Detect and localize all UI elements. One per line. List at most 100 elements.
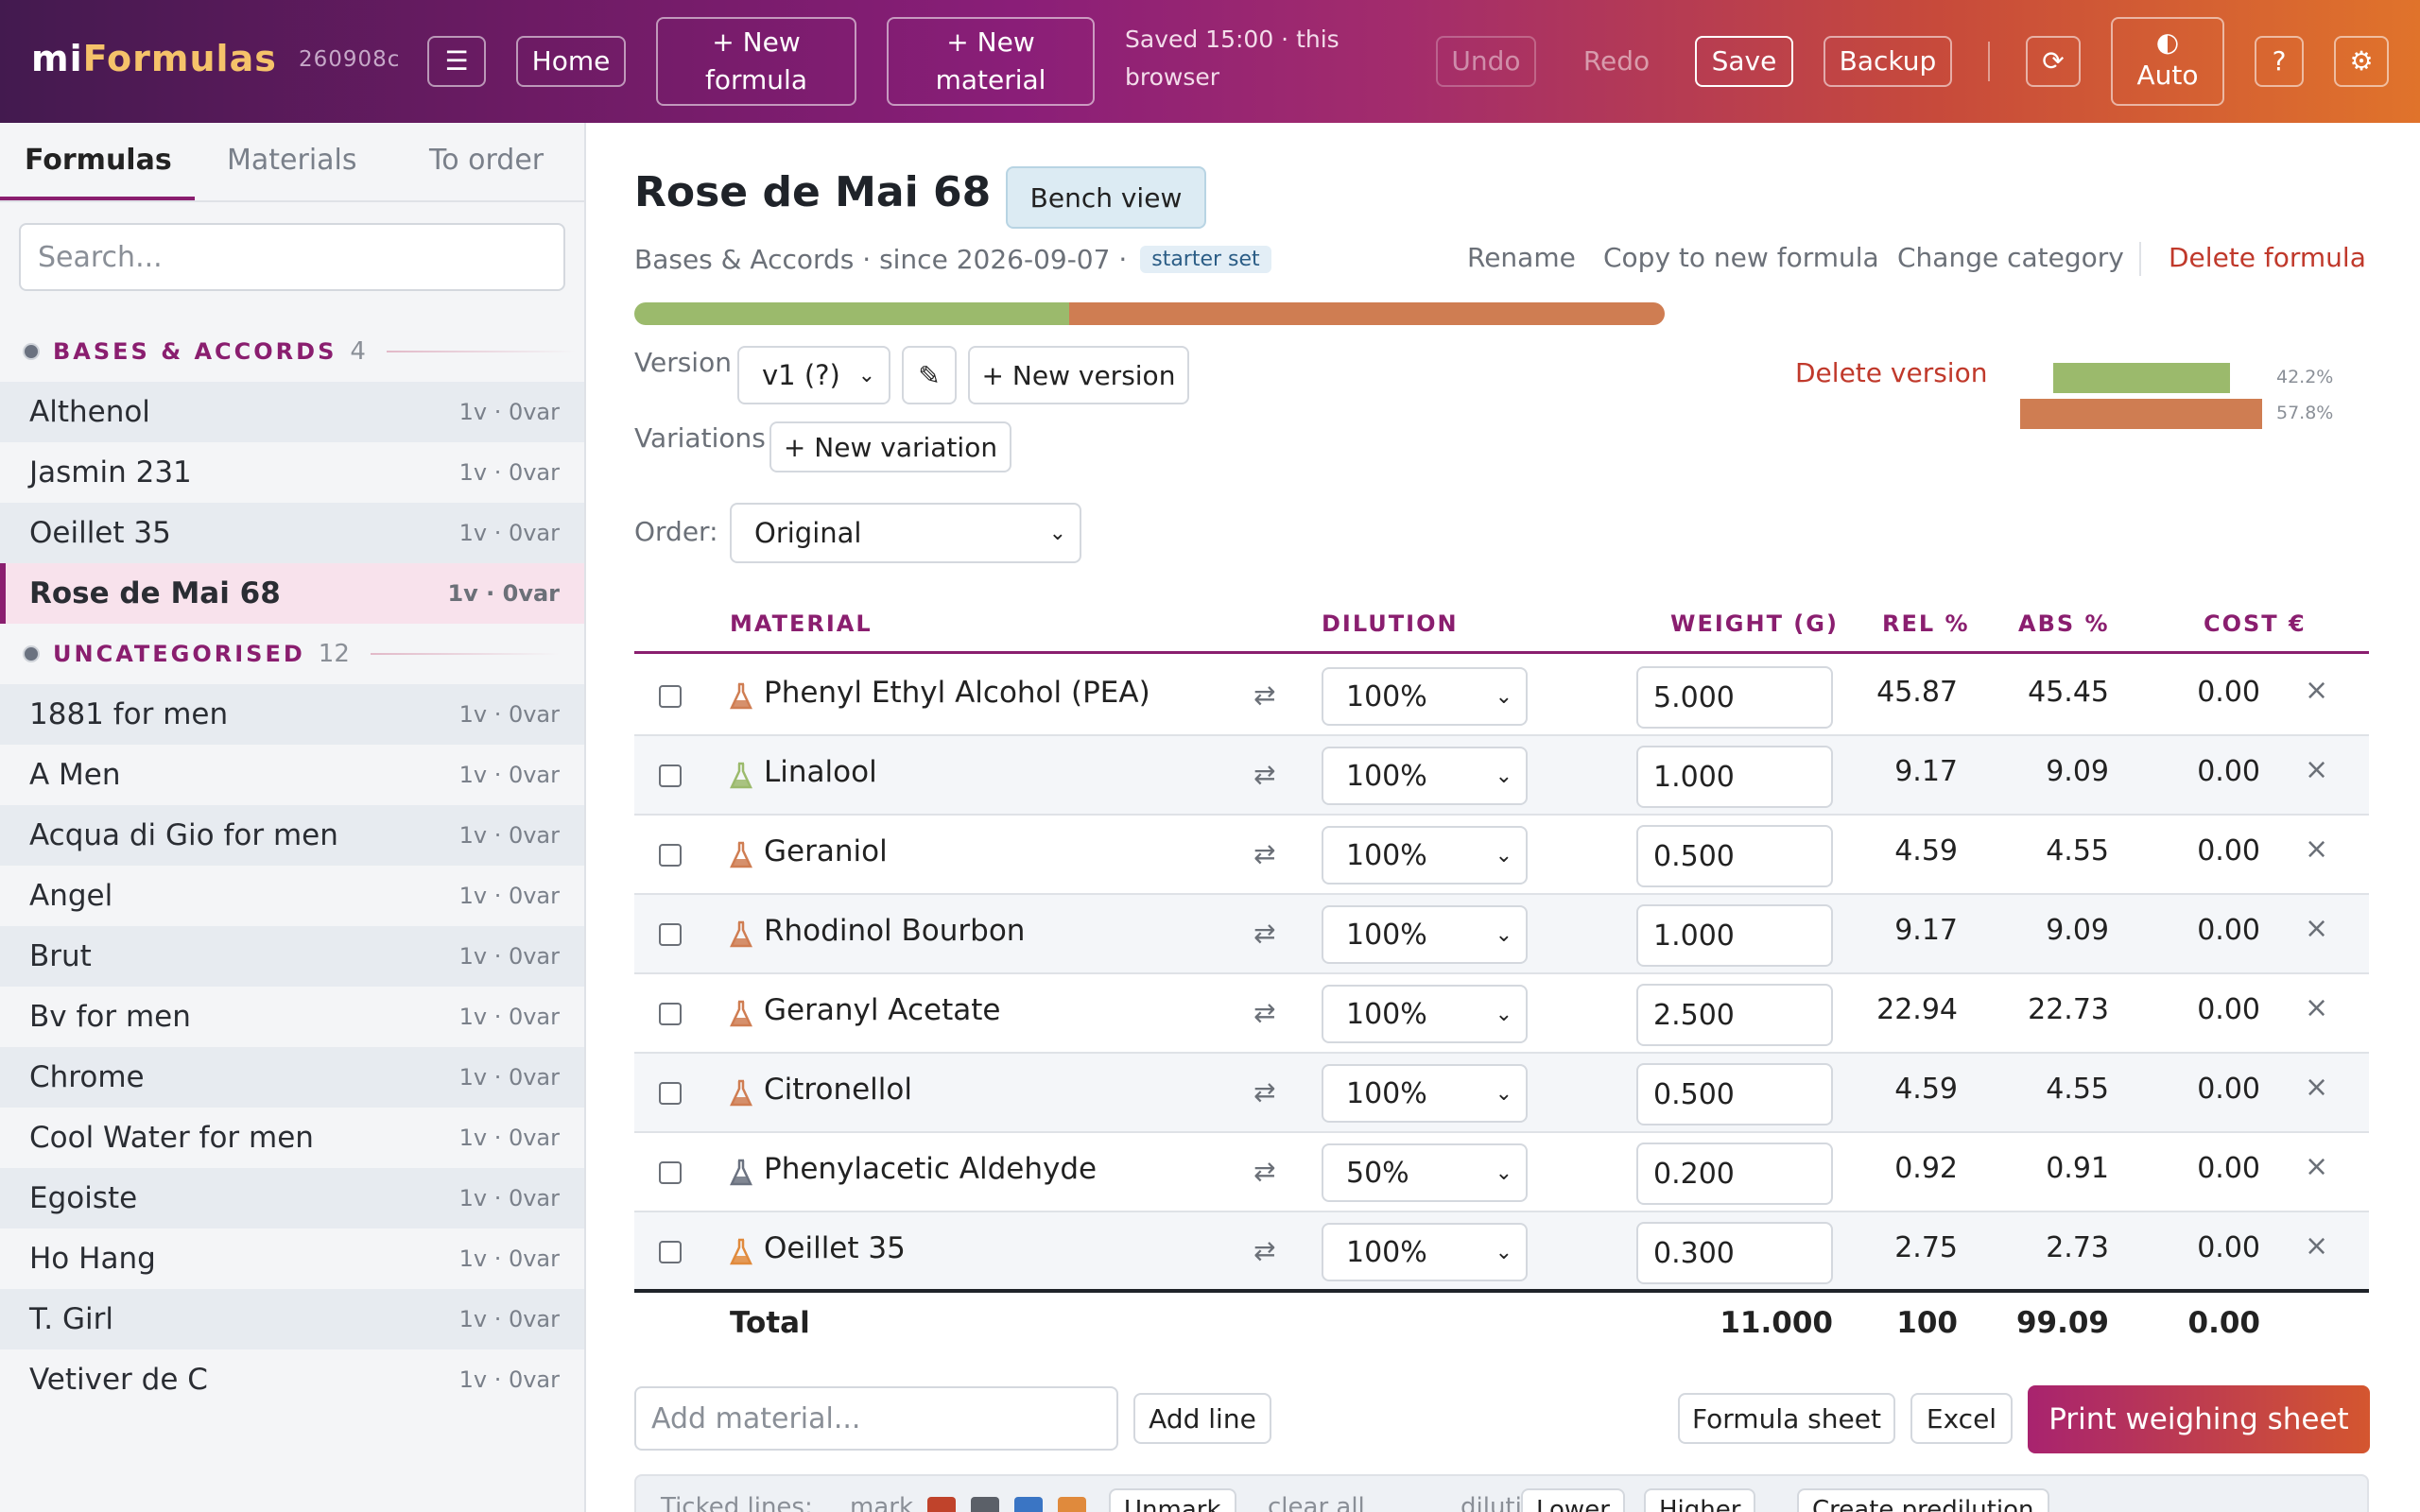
swap-icon[interactable]: ⇄ bbox=[1253, 679, 1276, 711]
sidebar-formula-item[interactable]: A Men 1v · 0var bbox=[0, 745, 584, 805]
material-name[interactable]: Linalool bbox=[764, 755, 877, 789]
row-checkbox[interactable] bbox=[659, 1161, 682, 1184]
sidebar-formula-item[interactable]: Chrome 1v · 0var bbox=[0, 1047, 584, 1108]
refresh-icon[interactable]: ⟳ bbox=[2026, 36, 2081, 87]
redo-button[interactable]: Redo bbox=[1582, 45, 1651, 77]
col-material[interactable]: MATERIAL bbox=[730, 610, 873, 637]
bench-view-button[interactable]: Bench view bbox=[1006, 166, 1206, 229]
swap-icon[interactable]: ⇄ bbox=[1253, 759, 1276, 790]
create-predilution-button[interactable]: Create predilution bbox=[1797, 1488, 2049, 1512]
tab-formulas[interactable]: Formulas bbox=[25, 144, 172, 177]
sidebar-formula-item[interactable]: 1881 for men 1v · 0var bbox=[0, 684, 584, 745]
delete-version-link[interactable]: Delete version bbox=[1795, 357, 1988, 388]
weight-input[interactable]: 1.000 bbox=[1636, 746, 1833, 808]
row-checkbox[interactable] bbox=[659, 1003, 682, 1025]
version-select[interactable]: v1 (?) ⌄ bbox=[737, 346, 890, 404]
col-weight[interactable]: WEIGHT (G) bbox=[1670, 610, 1839, 637]
sidebar-formula-item[interactable]: Rose de Mai 68 1v · 0var bbox=[0, 563, 584, 624]
row-checkbox[interactable] bbox=[659, 844, 682, 867]
col-cost[interactable]: COST € bbox=[2204, 610, 2307, 637]
remove-row-icon[interactable]: × bbox=[2305, 1071, 2329, 1104]
material-name[interactable]: Oeillet 35 bbox=[764, 1231, 906, 1265]
material-name[interactable]: Phenyl Ethyl Alcohol (PEA) bbox=[764, 676, 1150, 710]
app-logo[interactable]: miFormulas bbox=[31, 38, 277, 79]
excel-button[interactable]: Excel bbox=[1910, 1393, 2013, 1444]
material-name[interactable]: Phenylacetic Aldehyde bbox=[764, 1152, 1098, 1186]
tab-to-order[interactable]: To order bbox=[429, 144, 544, 177]
col-rel[interactable]: REL % bbox=[1882, 610, 1970, 637]
mark-blue-swatch[interactable] bbox=[1014, 1497, 1043, 1512]
row-checkbox[interactable] bbox=[659, 765, 682, 787]
swap-icon[interactable]: ⇄ bbox=[1253, 1156, 1276, 1187]
sidebar-formula-item[interactable]: Oeillet 35 1v · 0var bbox=[0, 503, 584, 563]
weight-input[interactable]: 0.500 bbox=[1636, 825, 1833, 887]
mark-orange-swatch[interactable] bbox=[1058, 1497, 1086, 1512]
unmark-button[interactable]: Unmark bbox=[1109, 1488, 1236, 1512]
save-button[interactable]: Save bbox=[1695, 36, 1793, 87]
sidebar-formula-item[interactable]: Vetiver de C 1v · 0var bbox=[0, 1349, 584, 1410]
col-abs[interactable]: ABS % bbox=[2018, 610, 2110, 637]
remove-row-icon[interactable]: × bbox=[2305, 991, 2329, 1024]
undo-button[interactable]: Undo bbox=[1436, 36, 1536, 87]
dilution-select[interactable]: 100% ⌄ bbox=[1322, 747, 1528, 805]
delete-formula-link[interactable]: Delete formula bbox=[2169, 242, 2366, 273]
sidebar-formula-item[interactable]: Angel 1v · 0var bbox=[0, 866, 584, 926]
remove-row-icon[interactable]: × bbox=[2305, 1229, 2329, 1263]
lower-dilution-button[interactable]: Lower bbox=[1521, 1488, 1625, 1512]
print-weighing-sheet-button[interactable]: Print weighing sheet bbox=[2028, 1385, 2370, 1453]
edit-version-icon[interactable]: ✎ bbox=[902, 346, 957, 404]
dilution-select[interactable]: 100% ⌄ bbox=[1322, 985, 1528, 1043]
search-input[interactable] bbox=[19, 223, 565, 291]
weight-input[interactable]: 0.300 bbox=[1636, 1222, 1833, 1284]
swap-icon[interactable]: ⇄ bbox=[1253, 997, 1276, 1028]
home-button[interactable]: Home bbox=[516, 36, 626, 87]
clear-all-link[interactable]: clear all bbox=[1268, 1493, 1365, 1512]
row-checkbox[interactable] bbox=[659, 685, 682, 708]
dilution-select[interactable]: 50% ⌄ bbox=[1322, 1143, 1528, 1202]
swap-icon[interactable]: ⇄ bbox=[1253, 918, 1276, 949]
sidebar-formula-item[interactable]: Cool Water for men 1v · 0var bbox=[0, 1108, 584, 1168]
backup-button[interactable]: Backup bbox=[1824, 36, 1952, 87]
new-variation-button[interactable]: + New variation bbox=[769, 421, 1011, 472]
swap-icon[interactable]: ⇄ bbox=[1253, 1076, 1276, 1108]
sidebar-formula-item[interactable]: Egoiste 1v · 0var bbox=[0, 1168, 584, 1228]
weight-input[interactable]: 0.200 bbox=[1636, 1143, 1833, 1205]
material-name[interactable]: Rhodinol Bourbon bbox=[764, 914, 1026, 948]
category-header[interactable]: UNCATEGORISED 12 bbox=[23, 635, 560, 673]
row-checkbox[interactable] bbox=[659, 923, 682, 946]
copy-formula-link[interactable]: Copy to new formula bbox=[1603, 242, 1879, 273]
material-name[interactable]: Geranyl Acetate bbox=[764, 993, 1001, 1027]
remove-row-icon[interactable]: × bbox=[2305, 753, 2329, 786]
add-material-input[interactable] bbox=[634, 1386, 1118, 1451]
gear-icon[interactable]: ⚙ bbox=[2334, 36, 2389, 87]
mark-red-swatch[interactable] bbox=[927, 1497, 956, 1512]
dilution-select[interactable]: 100% ⌄ bbox=[1322, 826, 1528, 885]
sidebar-formula-item[interactable]: Jasmin 231 1v · 0var bbox=[0, 442, 584, 503]
sidebar-formula-item[interactable]: Brut 1v · 0var bbox=[0, 926, 584, 987]
tab-materials[interactable]: Materials bbox=[227, 144, 357, 177]
sidebar-formula-item[interactable]: Althenol 1v · 0var bbox=[0, 382, 584, 442]
sidebar-formula-item[interactable]: Ho Hang 1v · 0var bbox=[0, 1228, 584, 1289]
category-header[interactable]: BASES & ACCORDS 4 bbox=[23, 333, 576, 370]
weight-input[interactable]: 1.000 bbox=[1636, 904, 1833, 967]
formula-sheet-button[interactable]: Formula sheet bbox=[1678, 1393, 1895, 1444]
rename-link[interactable]: Rename bbox=[1467, 242, 1576, 273]
higher-dilution-button[interactable]: Higher bbox=[1644, 1488, 1756, 1512]
remove-row-icon[interactable]: × bbox=[2305, 1150, 2329, 1183]
sidebar-formula-item[interactable]: Bv for men 1v · 0var bbox=[0, 987, 584, 1047]
remove-row-icon[interactable]: × bbox=[2305, 833, 2329, 866]
dilution-select[interactable]: 100% ⌄ bbox=[1322, 1064, 1528, 1123]
material-name[interactable]: Geraniol bbox=[764, 834, 888, 868]
sidebar-formula-item[interactable]: Acqua di Gio for men 1v · 0var bbox=[0, 805, 584, 866]
weight-input[interactable]: 0.500 bbox=[1636, 1063, 1833, 1125]
new-version-button[interactable]: + New version bbox=[968, 346, 1189, 404]
swap-icon[interactable]: ⇄ bbox=[1253, 838, 1276, 869]
new-formula-button[interactable]: + New formula bbox=[656, 17, 856, 106]
col-dilution[interactable]: DILUTION bbox=[1322, 610, 1459, 637]
material-name[interactable]: Citronellol bbox=[764, 1073, 912, 1107]
remove-row-icon[interactable]: × bbox=[2305, 674, 2329, 707]
weight-input[interactable]: 5.000 bbox=[1636, 666, 1833, 729]
new-material-button[interactable]: + New material bbox=[887, 17, 1095, 106]
help-button[interactable]: ? bbox=[2255, 36, 2304, 87]
weight-input[interactable]: 2.500 bbox=[1636, 984, 1833, 1046]
